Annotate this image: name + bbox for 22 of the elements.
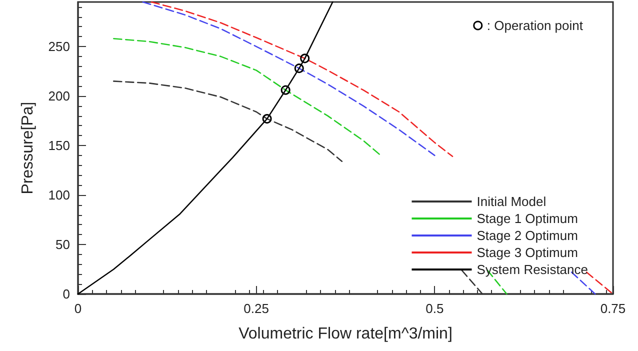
x-tick-label: 0.75	[600, 301, 626, 316]
point	[280, 85, 290, 95]
legend-label: : Operation point	[486, 18, 584, 33]
x-axis-title: Volumetric Flow rate[m^3/min]	[238, 326, 452, 342]
y-tick-label: 0	[62, 286, 70, 302]
y-tick-label: 200	[48, 88, 70, 104]
legend-label: System Resistance	[476, 262, 588, 277]
x-tick-label: 0	[74, 301, 82, 316]
y-axis-title: Pressure[Pa]	[20, 102, 36, 194]
point	[262, 114, 272, 124]
x-tick-label: 0.25	[244, 301, 269, 316]
y-tick-label: 250	[48, 39, 70, 54]
y-tick-label: 100	[48, 188, 70, 203]
legend-label: Initial Model	[476, 194, 546, 209]
x-tick-label: 0.5	[426, 301, 444, 316]
legend-label: Stage 2 Optimum	[476, 228, 578, 243]
legend-label: Stage 1 Optimum	[476, 211, 578, 226]
legend-label: Stage 3 Optimum	[476, 245, 578, 260]
point	[300, 54, 310, 64]
y-tick-label: 50	[56, 237, 70, 252]
y-tick-label: 150	[48, 138, 70, 154]
point	[294, 64, 304, 74]
